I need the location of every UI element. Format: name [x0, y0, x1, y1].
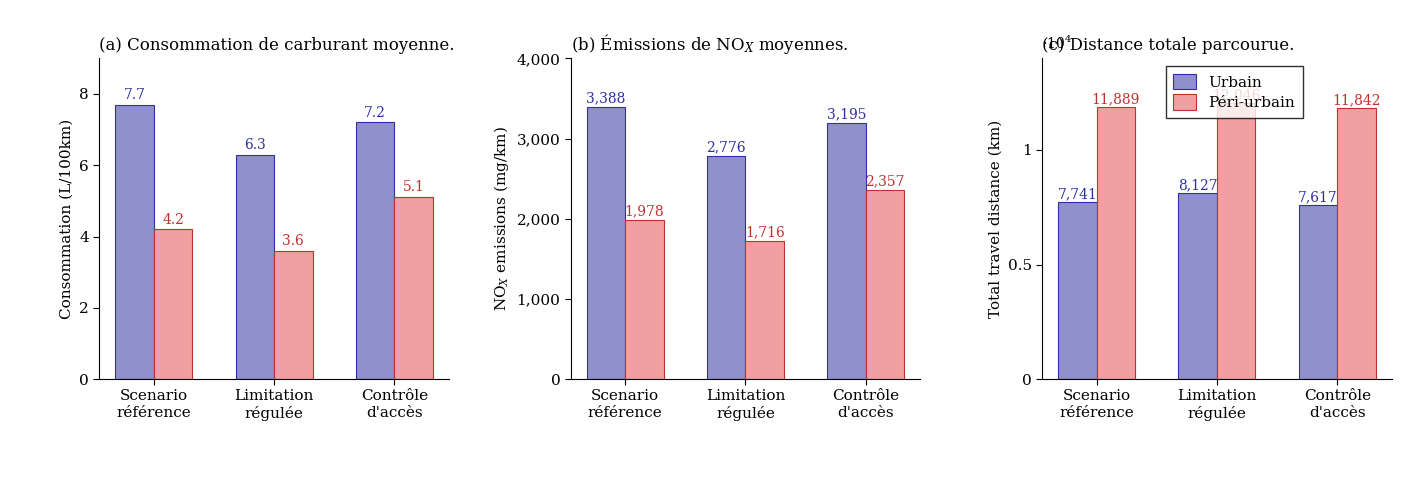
Bar [625, 221, 663, 379]
Bar [1179, 193, 1217, 379]
Text: 7,617: 7,617 [1298, 190, 1338, 204]
Text: 3.6: 3.6 [283, 234, 304, 248]
Text: 7,741: 7,741 [1058, 187, 1098, 201]
Text: 5.1: 5.1 [403, 180, 425, 194]
Text: 7.7: 7.7 [124, 88, 145, 102]
Y-axis label: Consommation (L/100km): Consommation (L/100km) [60, 119, 74, 319]
Bar [1217, 103, 1255, 379]
Text: 11,842: 11,842 [1332, 93, 1380, 107]
Text: 3,195: 3,195 [826, 107, 866, 121]
Bar [1058, 202, 1096, 379]
Text: 8,127: 8,127 [1179, 178, 1217, 192]
Text: (b) Émissions de NO$_X$ moyennes.: (b) Émissions de NO$_X$ moyennes. [571, 32, 849, 56]
Bar [828, 123, 866, 379]
Text: 7.2: 7.2 [364, 105, 386, 120]
Text: $\cdot10^4$: $\cdot10^4$ [1042, 35, 1072, 52]
Bar [274, 251, 312, 379]
Text: (c) Distance totale parcourue.: (c) Distance totale parcourue. [1042, 37, 1295, 54]
Legend: Urbain, Péri-urbain: Urbain, Péri-urbain [1166, 66, 1304, 118]
Text: 2,776: 2,776 [706, 140, 746, 155]
Bar [153, 229, 192, 379]
Text: 1,978: 1,978 [625, 205, 665, 219]
Text: 12,046: 12,046 [1213, 88, 1261, 103]
Y-axis label: Total travel distance (km): Total travel distance (km) [988, 120, 1003, 318]
Bar [586, 107, 625, 379]
Bar [746, 242, 784, 379]
Text: 11,889: 11,889 [1092, 92, 1140, 106]
Y-axis label: NO$_X$ emissions (mg/km): NO$_X$ emissions (mg/km) [493, 126, 511, 311]
Text: 2,357: 2,357 [865, 174, 905, 188]
Text: 6.3: 6.3 [244, 138, 266, 152]
Text: 3,388: 3,388 [586, 91, 626, 105]
Bar [707, 156, 746, 379]
Bar [115, 104, 153, 379]
Bar [1338, 108, 1376, 379]
Bar [1299, 205, 1338, 379]
Text: 4.2: 4.2 [162, 212, 185, 226]
Bar [236, 155, 274, 379]
Bar [356, 122, 395, 379]
Bar [395, 197, 433, 379]
Text: 1,716: 1,716 [746, 226, 785, 240]
Text: (a) Consommation de carburant moyenne.: (a) Consommation de carburant moyenne. [99, 37, 454, 54]
Bar [866, 190, 905, 379]
Bar [1096, 107, 1135, 379]
